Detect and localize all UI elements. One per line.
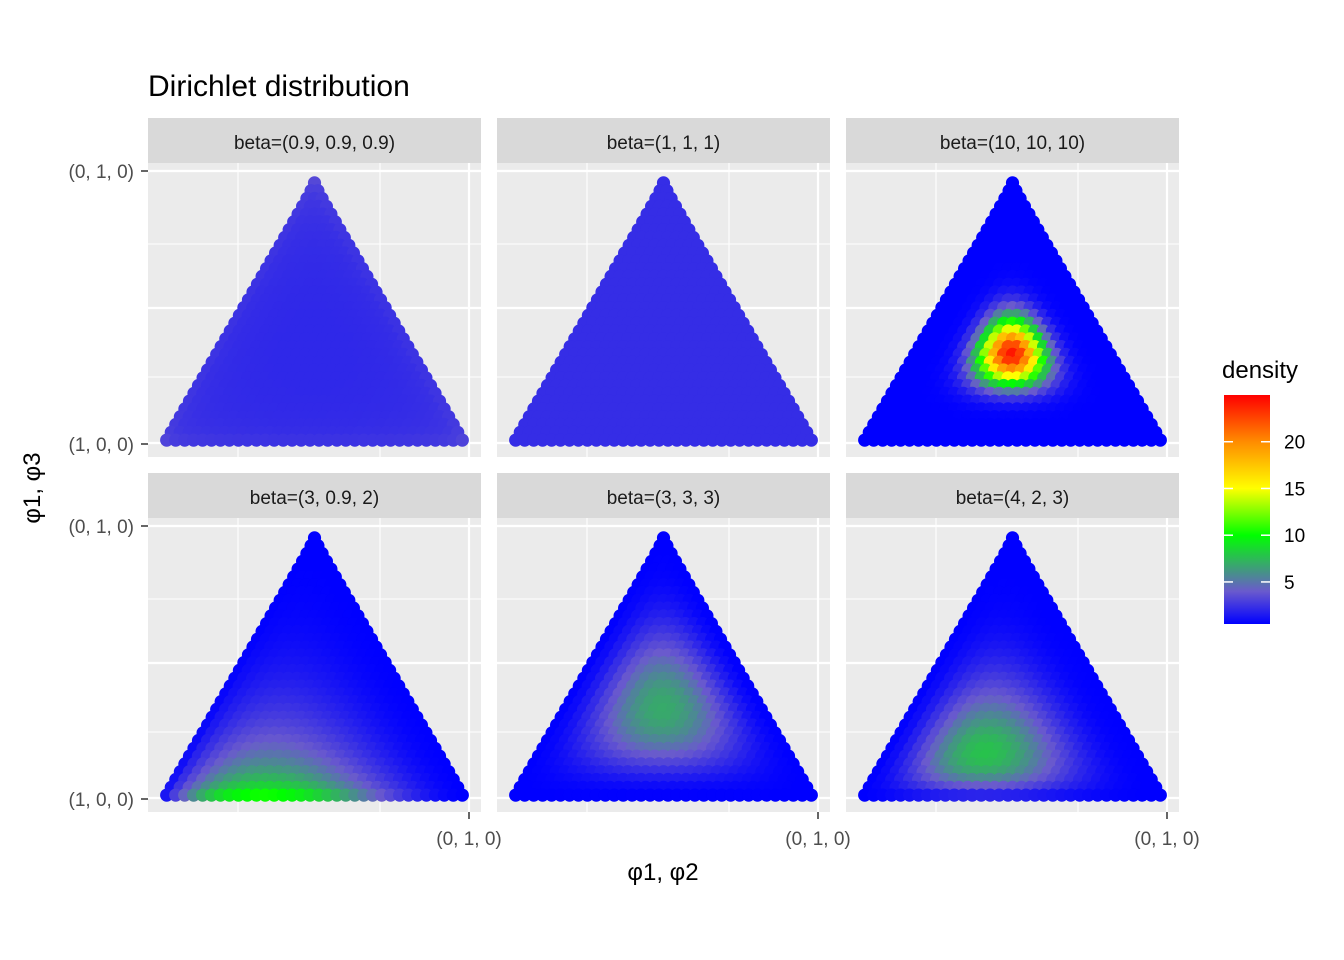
x-tick-label: (0, 1, 0) — [1134, 829, 1199, 850]
x-axis-title: φ1, φ2 — [627, 859, 698, 886]
legend-tick-label: 15 — [1284, 479, 1305, 500]
y-axis-title-text: φ1, φ3 — [19, 452, 46, 523]
facet-strip — [497, 118, 830, 163]
x-tick-label: (0, 1, 0) — [436, 829, 501, 850]
facet-panel: beta=(3, 0.9, 2) — [148, 473, 481, 812]
facet-strip — [846, 118, 1179, 163]
scatter-point — [455, 788, 469, 802]
facet-label: beta=(1, 1, 1) — [607, 133, 721, 154]
scatter-points — [509, 176, 818, 447]
scatter-point — [1153, 788, 1167, 802]
x-axis-title-text: φ1, φ2 — [627, 859, 698, 886]
scatter-points — [509, 531, 818, 802]
facet-label: beta=(3, 0.9, 2) — [250, 488, 379, 509]
legend-title: density — [1222, 357, 1298, 384]
legend-ticks: 5 10 15 20 — [1224, 433, 1305, 594]
scatter-point — [1153, 433, 1167, 447]
facet-label: beta=(3, 3, 3) — [607, 488, 721, 509]
chart-title: Dirichlet distribution — [148, 70, 410, 103]
y-axis-title: φ1, φ3 — [19, 452, 46, 523]
legend-tick-label: 20 — [1284, 433, 1305, 454]
x-axis: (0, 1, 0) (0, 1, 0) (0, 1, 0) — [436, 812, 1200, 850]
facet-strip — [148, 473, 481, 518]
facet-label: beta=(10, 10, 10) — [940, 133, 1085, 154]
scatter-points — [160, 531, 469, 802]
facet-panel: beta=(4, 2, 3) — [846, 473, 1179, 812]
facet-panel: beta=(10, 10, 10) — [846, 118, 1179, 457]
facet-panel: beta=(3, 3, 3) — [497, 473, 830, 812]
facet-label: beta=(0.9, 0.9, 0.9) — [234, 133, 395, 154]
scatter-points — [858, 176, 1167, 447]
y-tick-label: (1, 0, 0) — [69, 435, 134, 456]
scatter-points — [858, 531, 1167, 802]
scatter-points — [160, 176, 469, 447]
y-tick-label: (0, 1, 0) — [69, 162, 134, 183]
facet-label: beta=(4, 2, 3) — [956, 488, 1070, 509]
facet-strip — [148, 118, 481, 163]
facet-panels: beta=(0.9, 0.9, 0.9) beta=(1, 1, 1) beta=(… — [148, 118, 1179, 812]
y-tick-label: (1, 0, 0) — [69, 790, 134, 811]
facet-panel: beta=(1, 1, 1) — [497, 118, 830, 457]
legend-tick-label: 10 — [1284, 526, 1305, 547]
y-axis: (0, 1, 0) (1, 0, 0) (0, 1, 0) (1, 0, 0) — [69, 162, 148, 811]
scatter-point — [804, 433, 818, 447]
scatter-point — [804, 788, 818, 802]
facet-panel: beta=(0.9, 0.9, 0.9) — [148, 118, 481, 457]
x-tick-label: (0, 1, 0) — [785, 829, 850, 850]
legend-tick-label: 5 — [1284, 573, 1295, 594]
legend: density 5 10 15 20 — [1222, 357, 1305, 624]
facet-strip — [497, 473, 830, 518]
y-tick-label: (0, 1, 0) — [69, 517, 134, 538]
legend-colorbar — [1224, 395, 1270, 624]
facet-strip — [846, 473, 1179, 518]
scatter-point — [455, 433, 469, 447]
